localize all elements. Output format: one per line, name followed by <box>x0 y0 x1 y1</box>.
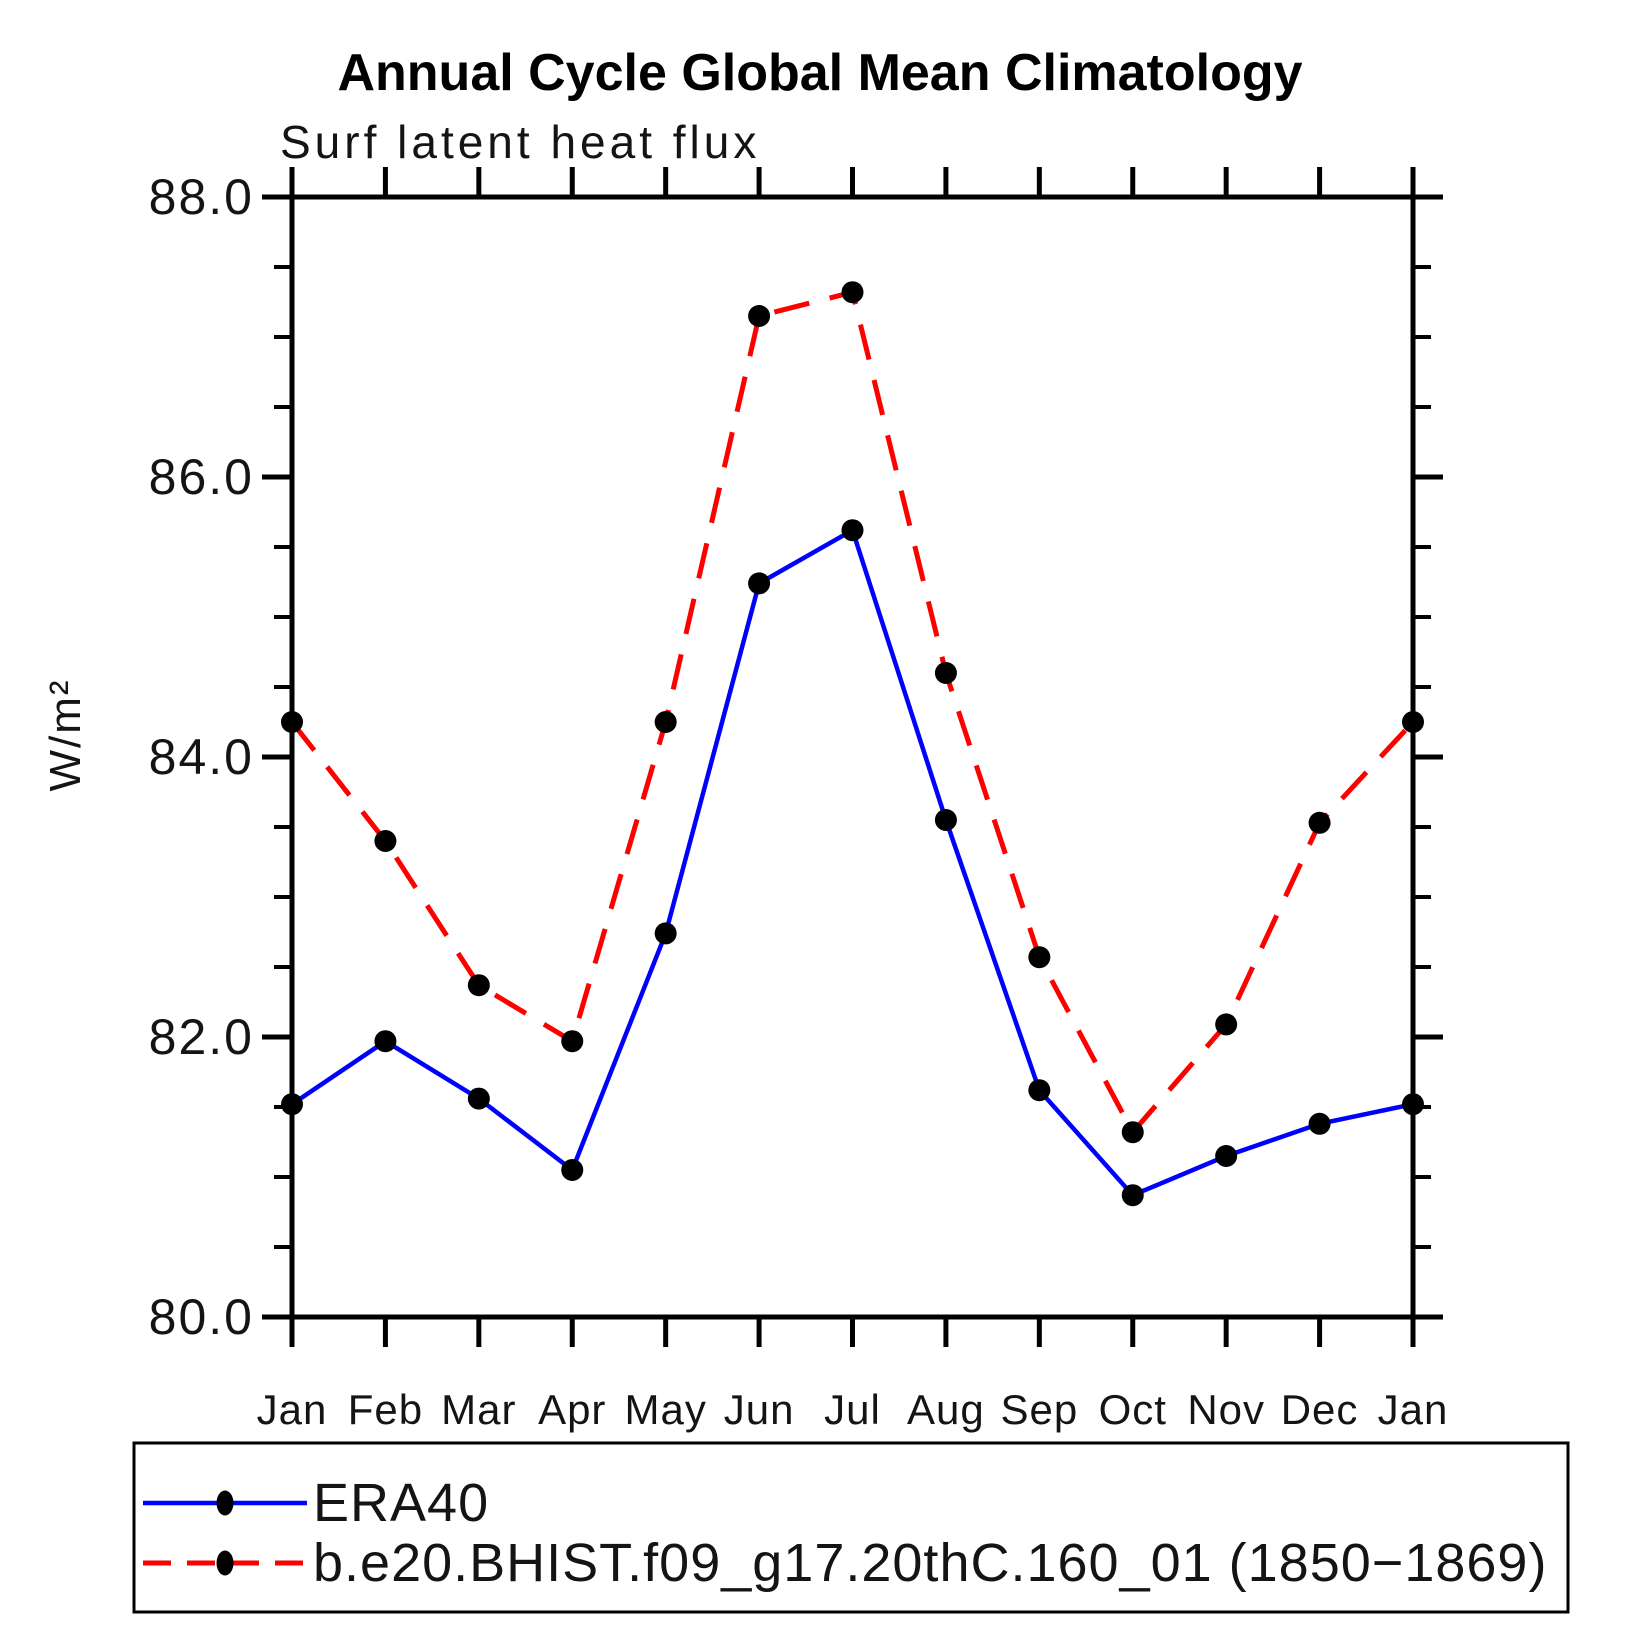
model-point-marker <box>281 711 303 733</box>
x-tick-label: Apr <box>538 1386 606 1433</box>
era40-point-marker <box>1402 1093 1424 1116</box>
data-series-markers <box>281 281 1424 1207</box>
x-tick-label: Dec <box>1281 1386 1359 1433</box>
era40-point-marker <box>654 922 677 945</box>
x-tick-label: Aug <box>907 1386 985 1433</box>
model-point-marker <box>467 974 490 997</box>
era40-point-marker <box>1028 1079 1051 1102</box>
y-tick-label: 84.0 <box>149 729 254 785</box>
model-point-marker <box>1215 1013 1238 1036</box>
y-tick-labels: 80.0 82.0 84.0 86.0 88.0 <box>149 169 254 1345</box>
era40-point-marker <box>841 519 864 542</box>
x-tick-label: Jun <box>724 1386 795 1433</box>
legend-label-era40: ERA40 <box>313 1473 489 1533</box>
model-point-marker <box>748 305 771 327</box>
model-point-marker <box>1028 946 1051 969</box>
legend-sample-marker-model <box>216 1550 234 1576</box>
model-point-marker <box>374 830 397 852</box>
x-tick-label: Sep <box>1000 1386 1078 1433</box>
model-line <box>290 289 1415 1137</box>
legend-sample-marker-era40 <box>216 1490 234 1516</box>
y-axis-label: W/m² <box>41 678 90 791</box>
era40-point-marker <box>934 809 957 831</box>
model-point-marker <box>1308 811 1331 834</box>
y-tick-label: 88.0 <box>149 169 254 225</box>
x-tick-label: Jan <box>1378 1386 1449 1433</box>
era40-point-marker <box>1215 1145 1238 1167</box>
y-tick-label: 86.0 <box>149 449 254 505</box>
y-tick-label: 80.0 <box>149 1289 254 1345</box>
model-point-marker <box>561 1030 584 1053</box>
plot-axes <box>262 167 1443 1347</box>
x-tick-labels: Jan Feb Mar Apr May Jun Jul Aug Sep Oct Nov Dec Jan <box>257 1386 1449 1433</box>
model-point-marker <box>1402 711 1424 733</box>
legend: ERA40 b.e20.BHIST.f09_g17.20thC.160_01 (… <box>132 1441 1570 1614</box>
legend-line-samples <box>143 1490 307 1576</box>
chart-title: Annual Cycle Global Mean Climatology <box>337 44 1302 102</box>
x-tick-label: Nov <box>1187 1386 1265 1433</box>
model-point-marker <box>654 711 677 733</box>
model-point-marker <box>1121 1121 1144 1144</box>
x-tick-label: Feb <box>348 1386 423 1433</box>
legend-label-model: b.e20.BHIST.f09_g17.20thC.160_01 (1850−1… <box>313 1533 1547 1593</box>
x-tick-label: Jul <box>824 1386 881 1433</box>
x-tick-label: Oct <box>1099 1386 1167 1433</box>
era40-point-marker <box>561 1159 584 1181</box>
x-tick-label: Jan <box>257 1386 328 1433</box>
era40-point-marker <box>281 1093 303 1116</box>
y-tick-label: 82.0 <box>149 1009 254 1065</box>
legend-box <box>132 1441 1570 1614</box>
era40-point-marker <box>1308 1112 1331 1135</box>
era40-point-marker <box>1121 1184 1144 1207</box>
x-tick-label: May <box>624 1386 706 1433</box>
era40-point-marker <box>374 1030 397 1053</box>
data-series-lines <box>290 289 1415 1198</box>
era40-point-marker <box>748 572 771 595</box>
era40-line <box>290 526 1414 1198</box>
x-tick-label: Mar <box>441 1386 516 1433</box>
chart-subtitle: Surf latent heat flux <box>280 116 760 168</box>
model-point-marker <box>934 662 957 684</box>
model-point-marker <box>841 281 864 304</box>
era40-point-marker <box>467 1087 490 1110</box>
